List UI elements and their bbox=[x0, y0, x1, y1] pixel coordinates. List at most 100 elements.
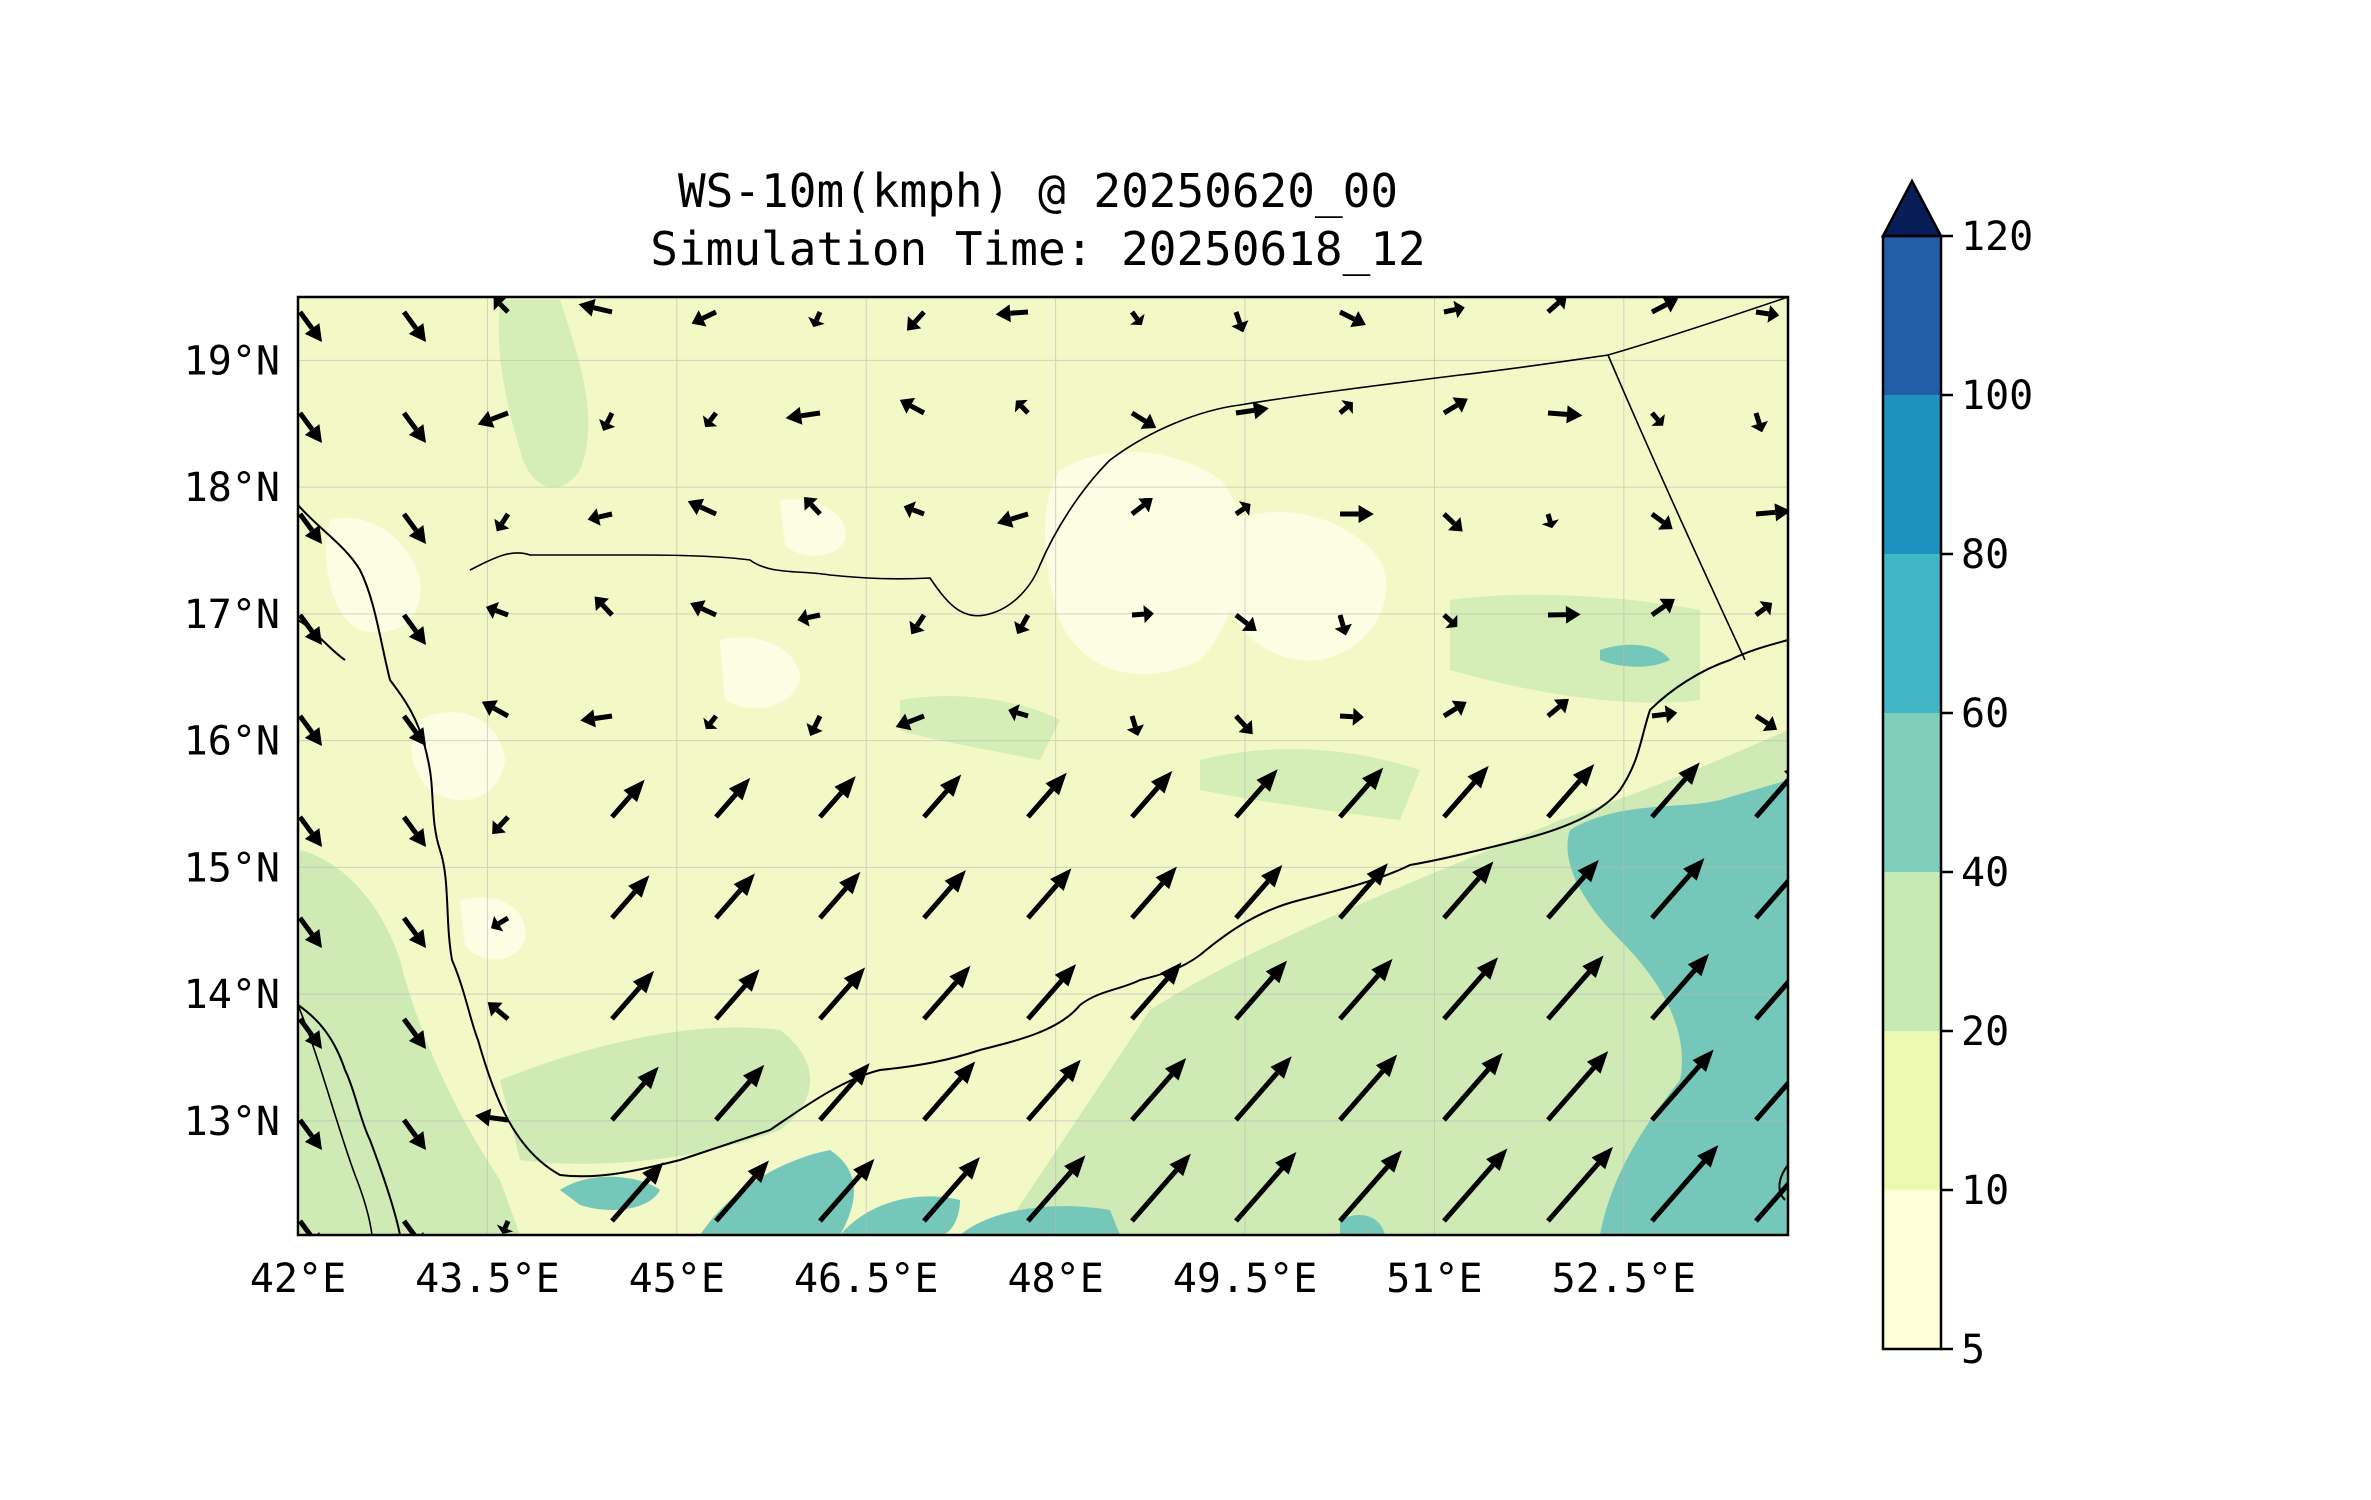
wind-arrow-shaft bbox=[495, 1007, 510, 1021]
wind-arrow-shaft bbox=[922, 1076, 963, 1122]
wind-arrow-shaft bbox=[499, 512, 511, 525]
wind-arrow-head bbox=[1270, 1056, 1292, 1079]
wind-arrow-head bbox=[1352, 707, 1364, 726]
colorbar-tick-label: 10 bbox=[1961, 1168, 2009, 1214]
wind-arrow-shaft bbox=[1650, 1064, 1702, 1122]
wind-arrow-head bbox=[1476, 957, 1499, 980]
wind-arrow-head bbox=[304, 727, 322, 746]
wind-arrow-shaft bbox=[1754, 1079, 1788, 1122]
wind-arrow-shaft bbox=[1337, 614, 1346, 627]
wind-arrow-head bbox=[1014, 621, 1030, 635]
wind-arrow-shaft bbox=[298, 916, 315, 936]
wind-arrow-head bbox=[1566, 405, 1583, 424]
colorbar-tick-label: 40 bbox=[1961, 850, 2009, 896]
wind-arrow-shaft bbox=[807, 612, 821, 621]
wind-arrow-shaft bbox=[1131, 611, 1145, 618]
wind-arrow-shaft bbox=[298, 1118, 315, 1138]
wind-arrow-head bbox=[1366, 863, 1388, 886]
wind-arrow-shaft bbox=[604, 411, 615, 424]
colorbar-segment bbox=[1883, 1031, 1941, 1190]
wind-arrow-head bbox=[1238, 719, 1253, 735]
wind-arrow-head bbox=[1448, 517, 1463, 532]
wind-arrow-shaft bbox=[812, 714, 823, 729]
wind-arrow-shaft bbox=[1338, 405, 1349, 415]
wind-arrow-head bbox=[594, 596, 609, 611]
wind-arrow-head bbox=[1241, 616, 1257, 632]
wind-arrow-head bbox=[690, 600, 706, 617]
wind-arrow-head bbox=[1231, 320, 1249, 333]
wind-arrow-head bbox=[1762, 716, 1778, 732]
wind-arrow-shaft bbox=[1026, 1074, 1069, 1122]
wind-arrow-head bbox=[1050, 868, 1072, 891]
wind-arrow-shaft bbox=[1754, 776, 1788, 819]
wind-arrow-shaft bbox=[1442, 1163, 1495, 1223]
wind-arrow-shaft bbox=[1234, 1071, 1280, 1122]
wind-arrow-shaft bbox=[593, 305, 613, 315]
wind-arrow-head bbox=[843, 967, 866, 990]
calm-patch bbox=[1045, 451, 1242, 675]
wind-arrow-head bbox=[408, 323, 426, 342]
wind-arrow-shaft bbox=[1338, 309, 1356, 322]
colorbar-extend-arrow bbox=[1880, 178, 1944, 238]
wind-arrow-shaft bbox=[1130, 785, 1160, 819]
y-tick-label: 14°N bbox=[184, 972, 280, 1018]
gridlines bbox=[298, 297, 1788, 1235]
wind-arrow-shaft bbox=[1650, 777, 1688, 819]
wind-arrow-head bbox=[1341, 400, 1353, 414]
wind-arrow-head bbox=[1486, 1148, 1508, 1172]
wind-arrow-shaft bbox=[1130, 1168, 1179, 1223]
wind-arrow-head bbox=[687, 498, 705, 516]
y-tick-label: 17°N bbox=[184, 592, 280, 638]
wind-arrow-shaft bbox=[1130, 503, 1145, 516]
calm-patch bbox=[411, 712, 505, 800]
y-tick-label: 19°N bbox=[184, 338, 280, 384]
wind-arrow-shaft bbox=[1546, 300, 1561, 314]
moderate-band bbox=[498, 300, 589, 488]
x-tick-label: 51°E bbox=[1386, 1256, 1482, 1302]
wind-arrow-shaft bbox=[1442, 706, 1458, 719]
wind-arrow-head bbox=[1467, 765, 1489, 789]
wind-arrow-head bbox=[1793, 952, 1814, 974]
wind-arrow-shaft bbox=[1753, 412, 1762, 425]
wind-arrow-head bbox=[839, 871, 861, 895]
wind-arrow-shaft bbox=[298, 512, 315, 532]
wind-arrow-head bbox=[1256, 769, 1278, 792]
wind-arrow-shaft bbox=[1129, 715, 1138, 728]
y-tick-label: 13°N bbox=[184, 1099, 280, 1145]
wind-arrow-head bbox=[1658, 515, 1673, 530]
x-tick-label: 48°E bbox=[1007, 1256, 1103, 1302]
wind-arrow-shaft bbox=[494, 608, 509, 618]
wind-arrow-head bbox=[1481, 1052, 1503, 1076]
y-tick-label: 18°N bbox=[184, 465, 280, 511]
wind-arrow-head bbox=[304, 1030, 322, 1049]
wind-arrow-shaft bbox=[610, 890, 637, 920]
wind-arrow-shaft bbox=[1339, 713, 1354, 720]
x-axis-tick-labels: 42°E 43.5°E 45°E 46.5°E 48°E 49.5°E 51°E 52.5°E bbox=[250, 1256, 1696, 1302]
wind-arrow-shaft bbox=[818, 1078, 858, 1122]
wind-arrow-head bbox=[578, 298, 596, 317]
wind-arrow-shaft bbox=[1650, 604, 1667, 618]
wind-arrow-head bbox=[487, 1002, 503, 1017]
wind-arrow-shaft bbox=[1130, 977, 1169, 1021]
wind-arrow-head bbox=[408, 1131, 426, 1150]
wind-arrow-shaft bbox=[401, 310, 419, 330]
border-saudi-yemen bbox=[469, 297, 1788, 617]
wind-arrow-head bbox=[1453, 300, 1465, 319]
wind-arrow-head bbox=[1059, 1059, 1081, 1083]
wind-arrow-head bbox=[1160, 962, 1182, 985]
wind-arrow-shaft bbox=[809, 502, 822, 516]
wind-arrow-shaft bbox=[1755, 509, 1776, 517]
wind-arrow-head bbox=[738, 969, 760, 992]
wind-arrow-head bbox=[1045, 772, 1067, 796]
wind-arrow-head bbox=[702, 415, 718, 428]
wind-arrow-head bbox=[1275, 1151, 1297, 1175]
wind-arrow-shaft bbox=[1235, 407, 1255, 416]
wind-arrow-shaft bbox=[818, 791, 844, 819]
coastline bbox=[298, 504, 1788, 1178]
strong-wind-zone bbox=[700, 1150, 854, 1235]
strong-wind-zone bbox=[1600, 644, 1670, 667]
wind-arrow-head bbox=[408, 828, 426, 847]
wind-arrow-shaft bbox=[1546, 970, 1591, 1021]
wind-arrow-shaft bbox=[401, 815, 419, 835]
